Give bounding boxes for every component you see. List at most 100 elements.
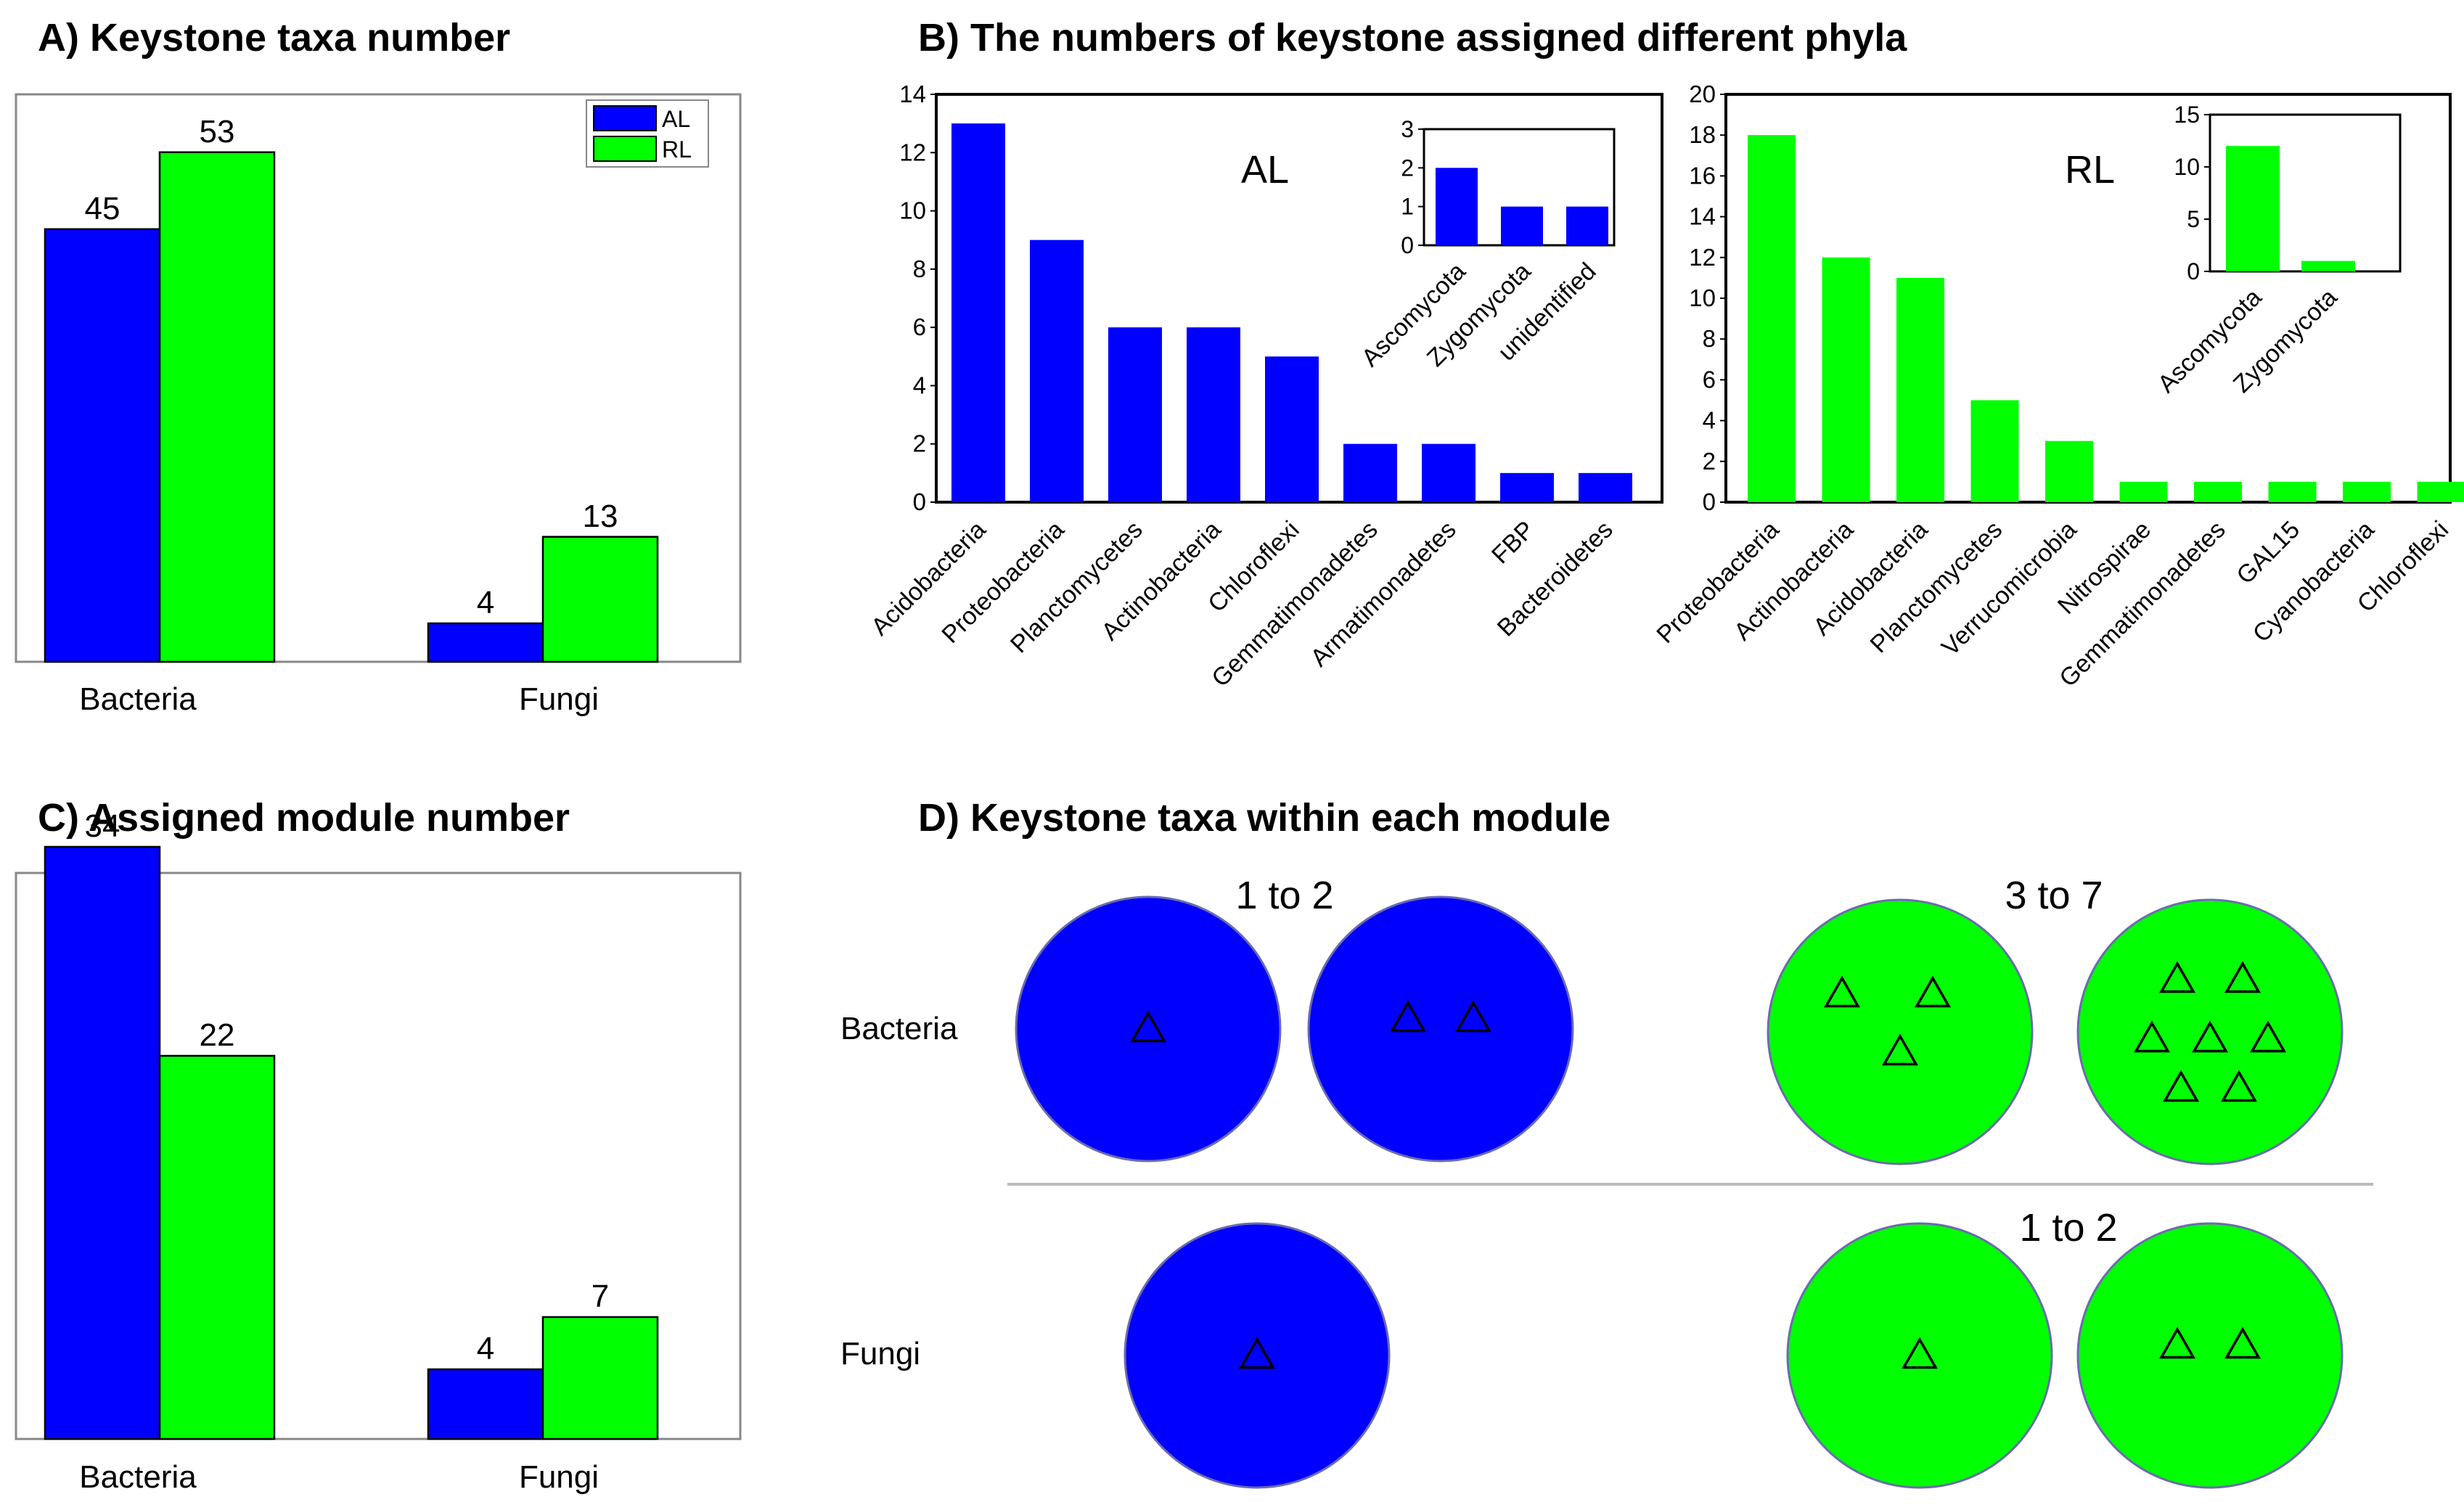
bar-al-bacteria xyxy=(44,845,161,1440)
keystone-triangle-icon xyxy=(1454,1000,1492,1033)
b-rl-bar-gal15 xyxy=(2268,481,2317,502)
b-al-ytick-label-0: 0 xyxy=(913,488,926,515)
b-al-inset-bar-ascomycota xyxy=(1436,168,1478,245)
b-rl-ytick-label-6: 6 xyxy=(1703,366,1716,393)
b-al-ytick-label-4: 4 xyxy=(913,372,926,398)
b-al-bar-armatimonadetes xyxy=(1422,443,1475,502)
b-rl-ytick-label-0: 0 xyxy=(1703,488,1716,515)
panel-b-rl-label: RL xyxy=(2065,148,2115,192)
data-label-rl-bacteria: 53 xyxy=(200,114,235,149)
keystone-triangle-icon xyxy=(2249,1020,2287,1053)
keystone-triangle-icon xyxy=(1129,1010,1167,1043)
b-rl-inset-ytick-label-0: 0 xyxy=(2187,258,2200,284)
legend-label-al: AL xyxy=(662,106,690,132)
module-circle-bacteria-rl-4 xyxy=(2076,898,2344,1165)
panel-c-title: C) Assigned module number xyxy=(38,796,570,840)
data-label-rl-fungi: 13 xyxy=(583,499,618,534)
panel-d-modules: 1 to 2 3 to 7 1 to 2 Bacteria Fungi xyxy=(840,874,2373,1489)
b-rl-bar-verrucomicrobia xyxy=(2045,440,2093,502)
b-rl-ytick-label-16: 16 xyxy=(1689,162,1716,189)
legend-label-rl: RL xyxy=(662,136,692,163)
panel-b-title: B) The numbers of keystone assigned diff… xyxy=(918,16,1907,60)
b-rl-bar-acidobacteria xyxy=(1896,277,1944,502)
b-al-cat-label-fbp: FBP xyxy=(1486,516,1540,570)
data-label-al-bacteria: 45 xyxy=(85,191,120,226)
b-rl-bar-chloroflexi xyxy=(2417,481,2464,502)
b-rl-ytick-label-10: 10 xyxy=(1689,284,1716,311)
module-circle-bacteria-rl-3 xyxy=(1767,898,2034,1165)
b-rl-inset-bar-zygomycota xyxy=(2301,261,2355,271)
keystone-triangle-icon xyxy=(2224,961,2262,993)
b-al-cat-label-armatimonadetes: Armatimonadetes xyxy=(1305,516,1461,672)
b-rl-cat-label-gal15: GAL15 xyxy=(2231,516,2305,590)
panel-a-frame xyxy=(15,93,742,663)
panel-d-title: D) Keystone taxa within each module xyxy=(918,796,1610,840)
b-rl-bar-cyanobacteria xyxy=(2343,481,2391,502)
b-al-inset-ytick-label-0: 0 xyxy=(1401,232,1414,258)
panel-a-legend: AL RL xyxy=(586,99,709,168)
panel-c-chart: 34 22 4 7 Bacteria Fungi xyxy=(15,808,742,1495)
keystone-triangle-icon xyxy=(1881,1033,1919,1066)
row-label-bacteria: Bacteria xyxy=(840,1011,958,1046)
panel-c-cat-bacteria: Bacteria xyxy=(79,1459,197,1495)
group-label-bac-al: 1 to 2 xyxy=(1235,874,1333,917)
module-circle-bacteria-al-2 xyxy=(1307,895,1574,1162)
bar-al-fungi xyxy=(427,1368,544,1440)
module-circle-fungi-rl-7 xyxy=(2076,1222,2344,1489)
module-circle-fungi-rl-6 xyxy=(1786,1222,2053,1489)
b-rl-cat-label-verrucomicrobia: Verrucomicrobia xyxy=(1936,516,2082,662)
keystone-triangle-icon xyxy=(2220,1070,2258,1102)
b-rl-cat-label-planctomycetes: Planctomycetes xyxy=(1865,516,2008,659)
b-rl-ytick-label-20: 20 xyxy=(1689,81,1716,107)
b-rl-ytick-label-12: 12 xyxy=(1689,244,1716,271)
b-al-bar-chloroflexi xyxy=(1265,356,1319,502)
keystone-triangle-icon xyxy=(1389,1000,1427,1033)
legend-swatch-rl xyxy=(593,136,657,162)
b-rl-ytick-label-18: 18 xyxy=(1689,121,1716,148)
module-circle-fungi-al-5 xyxy=(1123,1222,1391,1489)
group-label-bac-rl: 3 to 7 xyxy=(2005,874,2103,917)
keystone-triangle-icon xyxy=(2162,1070,2200,1102)
b-rl-inset-ytick-label-15: 15 xyxy=(2174,102,2200,128)
b-al-bar-gemmatimonadetes xyxy=(1343,443,1397,502)
bar-al-fungi xyxy=(427,622,544,663)
b-al-inset-ytick-label-3: 3 xyxy=(1401,116,1414,142)
module-circle-bacteria-al-1 xyxy=(1015,895,1282,1162)
keystone-triangle-icon xyxy=(2224,1326,2262,1359)
b-rl-ytick-label-14: 14 xyxy=(1689,203,1716,230)
b-al-bar-actinobacteria xyxy=(1187,327,1240,502)
panel-c-cat-fungi: Fungi xyxy=(519,1459,599,1495)
b-al-ytick-label-8: 8 xyxy=(913,255,926,282)
keystone-triangle-icon xyxy=(2133,1020,2171,1053)
panel-a-title: A) Keystone taxa number xyxy=(38,16,510,60)
panel-a-cat-bacteria: Bacteria xyxy=(79,681,197,717)
b-rl-inset-ytick-label-5: 5 xyxy=(2187,206,2200,232)
b-al-inset-bar-unidentified xyxy=(1566,206,1608,245)
b-al-ytick-label-6: 6 xyxy=(913,313,926,340)
b-al-inset-ytick-label-1: 1 xyxy=(1401,194,1414,220)
keystone-triangle-icon xyxy=(1914,975,1952,1008)
b-al-inset-ytick-label-2: 2 xyxy=(1401,155,1414,181)
b-al-bar-proteobacteria xyxy=(1030,239,1084,502)
panel-b-al-label: AL xyxy=(1241,148,1289,192)
data-label-al-fungi: 4 xyxy=(477,1331,494,1366)
panel-c-frame xyxy=(15,872,742,1440)
bar-al-bacteria xyxy=(44,228,161,663)
row-label-fungi: Fungi xyxy=(840,1336,920,1371)
bar-rl-bacteria xyxy=(158,1054,276,1440)
group-label-fun-rl: 1 to 2 xyxy=(2019,1206,2117,1250)
b-al-cat-label-planctomycetes: Planctomycetes xyxy=(1005,516,1148,659)
b-rl-bar-proteobacteria xyxy=(1748,135,1796,502)
panel-a-cat-fungi: Fungi xyxy=(519,681,599,717)
keystone-triangle-icon xyxy=(1901,1337,1939,1369)
b-rl-bar-planctomycetes xyxy=(1970,400,2019,502)
data-label-al-fungi: 4 xyxy=(477,585,494,620)
b-rl-bar-gemmatimonadetes xyxy=(2194,481,2242,502)
data-label-rl-fungi: 7 xyxy=(592,1279,609,1314)
b-rl-ytick-label-8: 8 xyxy=(1703,325,1716,352)
bar-rl-fungi xyxy=(541,536,659,663)
keystone-triangle-icon xyxy=(2191,1020,2229,1053)
